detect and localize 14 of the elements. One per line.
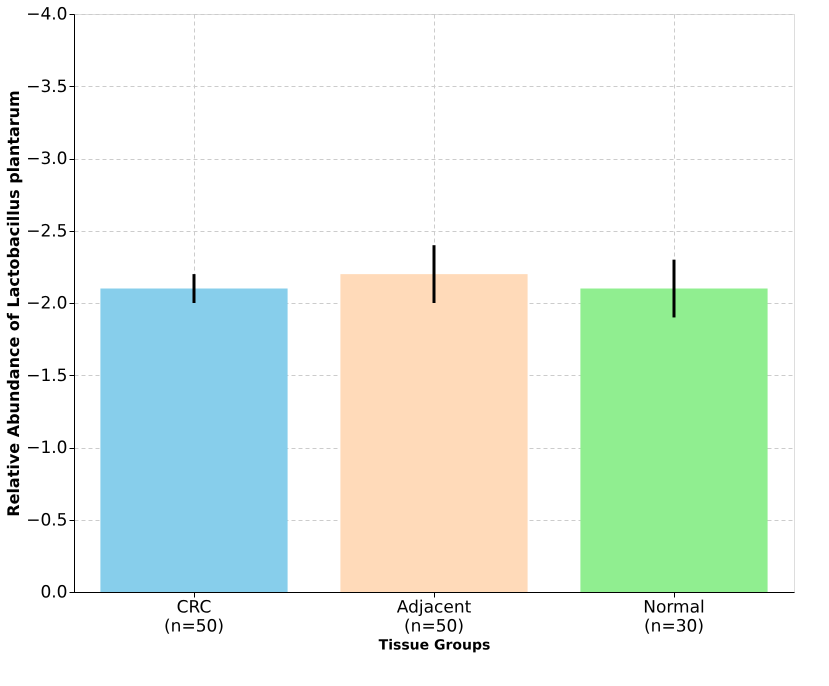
- y-tick-label: −0.5: [26, 510, 68, 530]
- y-tick-label: −4.0: [26, 4, 68, 24]
- y-tick-label: −2.0: [26, 294, 68, 314]
- x-tick-label: Adjacent (n=50): [396, 598, 472, 636]
- y-tick-label: 0.0: [40, 582, 68, 602]
- y-tick-label: −2.5: [26, 221, 68, 242]
- y-axis-title: Relative Abundance of Lactobacillus plantarum: [4, 90, 24, 517]
- y-tick-label: −1.5: [26, 366, 68, 386]
- y-tick-label: −1.0: [26, 438, 68, 458]
- x-tick-label: CRC (n=50): [164, 598, 224, 636]
- x-axis-title: Tissue Groups: [378, 638, 490, 654]
- x-tick-label: Normal (n=30): [643, 598, 705, 636]
- y-tick-label: −3.5: [26, 76, 68, 97]
- y-tick-label: −3.0: [26, 149, 68, 169]
